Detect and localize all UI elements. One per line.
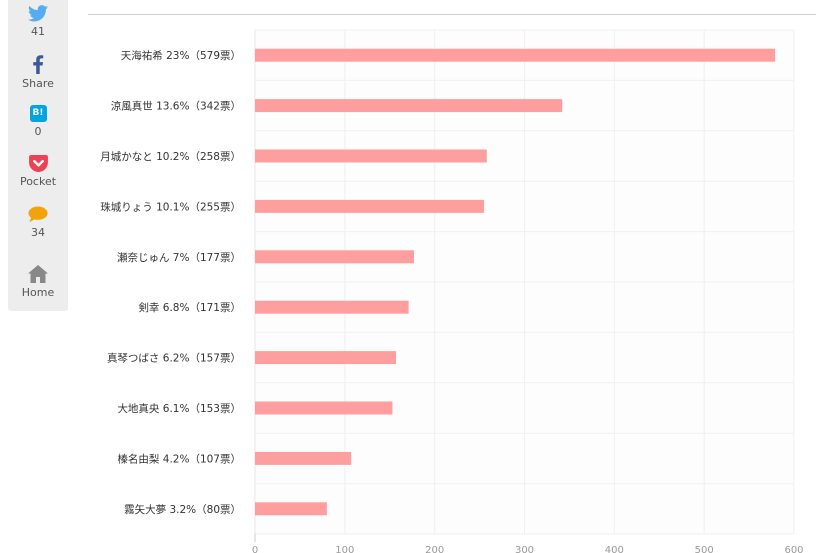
- section-divider: [88, 14, 816, 15]
- pocket-label: Pocket: [19, 175, 57, 188]
- bar: [255, 99, 563, 113]
- bar: [255, 451, 352, 465]
- facebook-share-button[interactable]: Share: [8, 55, 68, 90]
- home-icon: [28, 265, 48, 283]
- twitter-share-button[interactable]: 41: [8, 5, 68, 38]
- x-tick-label: 300: [515, 545, 534, 553]
- bar: [255, 48, 776, 62]
- twitter-bird-icon: [28, 5, 48, 22]
- x-tick-label: 600: [784, 545, 803, 553]
- category-label: 瀬奈じゅん 7%（177票）: [117, 251, 241, 264]
- pocket-icon: [28, 155, 48, 172]
- category-label: 珠城りょう 10.1%（255票）: [100, 200, 241, 213]
- category-label: 天海祐希 23%（579票）: [121, 49, 241, 62]
- bar: [255, 300, 409, 314]
- category-label: 月城かなと 10.2%（258票）: [100, 151, 241, 163]
- home-label: Home: [21, 286, 55, 299]
- x-tick-label: 100: [335, 545, 354, 553]
- home-button[interactable]: Home: [8, 265, 68, 299]
- bar: [255, 199, 485, 213]
- bar: [255, 502, 327, 516]
- x-tick-label: 500: [695, 545, 714, 553]
- x-tick-label: 0: [252, 545, 258, 553]
- category-label: 大地真央 6.1%（153票）: [117, 402, 241, 415]
- bar: [255, 250, 415, 264]
- hatena-bookmark-icon: B!: [29, 105, 47, 122]
- comment-count: 34: [31, 226, 45, 239]
- hatena-bookmark-button[interactable]: B! 0: [8, 105, 68, 138]
- category-label: 榛名由梨 4.2%（107票）: [117, 452, 241, 465]
- hatena-glyph: B!: [32, 108, 44, 118]
- twitter-count: 41: [31, 25, 45, 38]
- x-tick-label: 400: [605, 545, 624, 553]
- bar: [255, 351, 397, 365]
- bar: [255, 149, 487, 163]
- comment-button[interactable]: 34: [8, 206, 68, 239]
- facebook-f-icon: [33, 55, 44, 74]
- speech-bubble-icon: [28, 206, 48, 223]
- bar: [255, 401, 393, 415]
- category-label: 涼風真世 13.6%（342票）: [111, 100, 241, 113]
- category-label: 剣幸 6.8%（171票）: [138, 302, 241, 314]
- category-label: 真琴つばさ 6.2%（157票）: [107, 352, 241, 365]
- share-sidebar: 41 Share B! 0 Pocket 34 Home: [8, 0, 68, 311]
- facebook-share-label: Share: [22, 77, 54, 90]
- category-label: 霧矢大夢 3.2%（80票）: [124, 503, 241, 516]
- pocket-button[interactable]: Pocket: [8, 155, 68, 188]
- hatena-count: 0: [34, 125, 42, 138]
- x-tick-label: 200: [425, 545, 444, 553]
